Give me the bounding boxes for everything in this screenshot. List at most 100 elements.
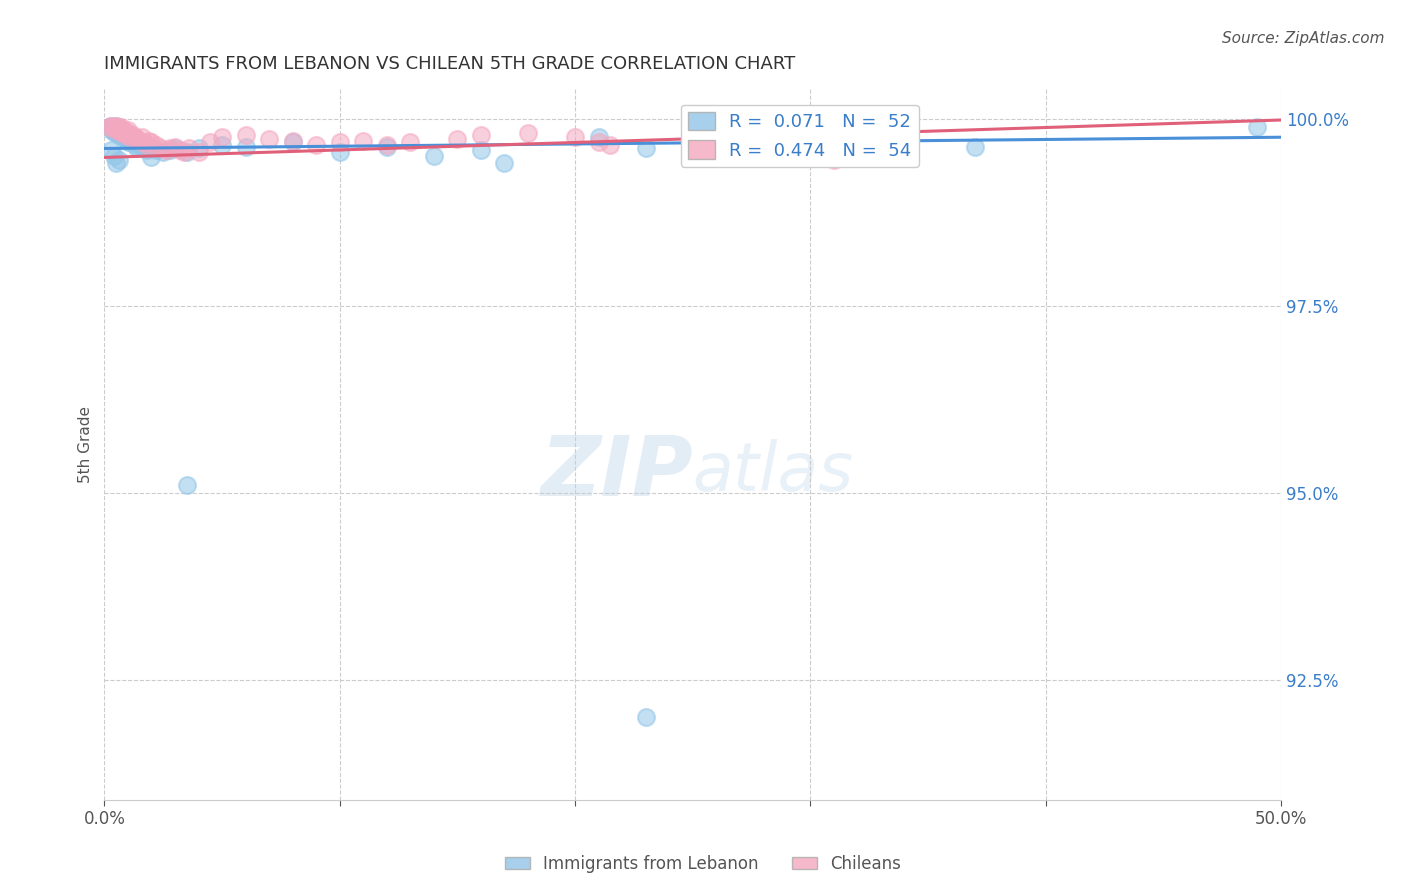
Point — [105, 120, 128, 135]
Point — [176, 478, 198, 492]
Point — [375, 137, 398, 152]
Point — [281, 136, 304, 150]
Point — [98, 120, 121, 135]
Point — [564, 130, 586, 145]
Point — [176, 145, 198, 160]
Point — [149, 141, 172, 155]
Point — [121, 136, 143, 150]
Point — [105, 119, 128, 133]
Point — [107, 122, 129, 136]
Point — [135, 137, 157, 152]
Point — [98, 120, 121, 135]
Point — [103, 149, 125, 163]
Point — [352, 134, 374, 148]
Point — [187, 145, 209, 160]
Point — [399, 136, 422, 150]
Point — [211, 130, 233, 145]
Point — [963, 140, 986, 154]
Point — [200, 136, 222, 150]
Point — [163, 141, 186, 155]
Y-axis label: 5th Grade: 5th Grade — [79, 406, 93, 483]
Point — [131, 140, 153, 154]
Point — [117, 127, 139, 141]
Point — [110, 125, 132, 139]
Point — [141, 136, 163, 150]
Point — [470, 143, 492, 157]
Point — [599, 137, 621, 152]
Point — [112, 130, 135, 145]
Point — [128, 134, 150, 148]
Point — [124, 137, 146, 152]
Point — [494, 156, 516, 170]
Point — [446, 132, 468, 146]
Point — [103, 120, 125, 135]
Point — [141, 150, 163, 164]
Text: ZIP: ZIP — [540, 432, 693, 513]
Point — [634, 141, 657, 155]
Point — [1246, 120, 1268, 135]
Point — [114, 130, 136, 145]
Point — [105, 127, 128, 141]
Point — [105, 156, 128, 170]
Point — [120, 134, 142, 148]
Point — [145, 137, 167, 152]
Point — [131, 130, 153, 145]
Point — [211, 137, 233, 152]
Point — [100, 122, 122, 136]
Point — [114, 128, 136, 142]
Point — [375, 140, 398, 154]
Point — [112, 127, 135, 141]
Point — [107, 120, 129, 135]
Point — [134, 141, 156, 155]
Text: atlas: atlas — [693, 440, 853, 506]
Point — [281, 134, 304, 148]
Point — [305, 137, 328, 152]
Point — [145, 143, 167, 157]
Point — [329, 145, 352, 160]
Point — [114, 125, 136, 139]
Point — [112, 128, 135, 142]
Point — [235, 140, 257, 154]
Point — [159, 143, 181, 157]
Point — [152, 145, 174, 160]
Point — [169, 143, 191, 157]
Point — [100, 143, 122, 157]
Point — [117, 122, 139, 136]
Legend: R =  0.071   N =  52, R =  0.474   N =  54: R = 0.071 N = 52, R = 0.474 N = 54 — [681, 104, 920, 167]
Point — [138, 134, 160, 148]
Point — [121, 128, 143, 142]
Point — [127, 132, 149, 146]
Point — [112, 122, 135, 136]
Legend: Immigrants from Lebanon, Chileans: Immigrants from Lebanon, Chileans — [498, 848, 908, 880]
Point — [163, 140, 186, 154]
Point — [110, 125, 132, 139]
Point — [120, 130, 142, 145]
Point — [128, 136, 150, 150]
Point — [776, 149, 799, 163]
Point — [159, 141, 181, 155]
Point — [155, 143, 177, 157]
Point — [141, 141, 163, 155]
Point — [682, 140, 704, 154]
Point — [704, 141, 727, 155]
Point — [187, 141, 209, 155]
Point — [329, 136, 352, 150]
Point — [117, 134, 139, 148]
Point — [634, 710, 657, 724]
Point — [588, 130, 610, 145]
Point — [257, 132, 280, 146]
Point — [516, 127, 538, 141]
Point — [107, 128, 129, 142]
Point — [588, 136, 610, 150]
Point — [114, 132, 136, 146]
Point — [110, 127, 132, 141]
Point — [470, 128, 492, 142]
Point — [100, 119, 122, 133]
Point — [177, 141, 200, 155]
Point — [134, 136, 156, 150]
Point — [127, 141, 149, 155]
Point — [173, 145, 195, 160]
Text: IMMIGRANTS FROM LEBANON VS CHILEAN 5TH GRADE CORRELATION CHART: IMMIGRANTS FROM LEBANON VS CHILEAN 5TH G… — [104, 55, 796, 73]
Point — [235, 128, 257, 142]
Point — [124, 130, 146, 145]
